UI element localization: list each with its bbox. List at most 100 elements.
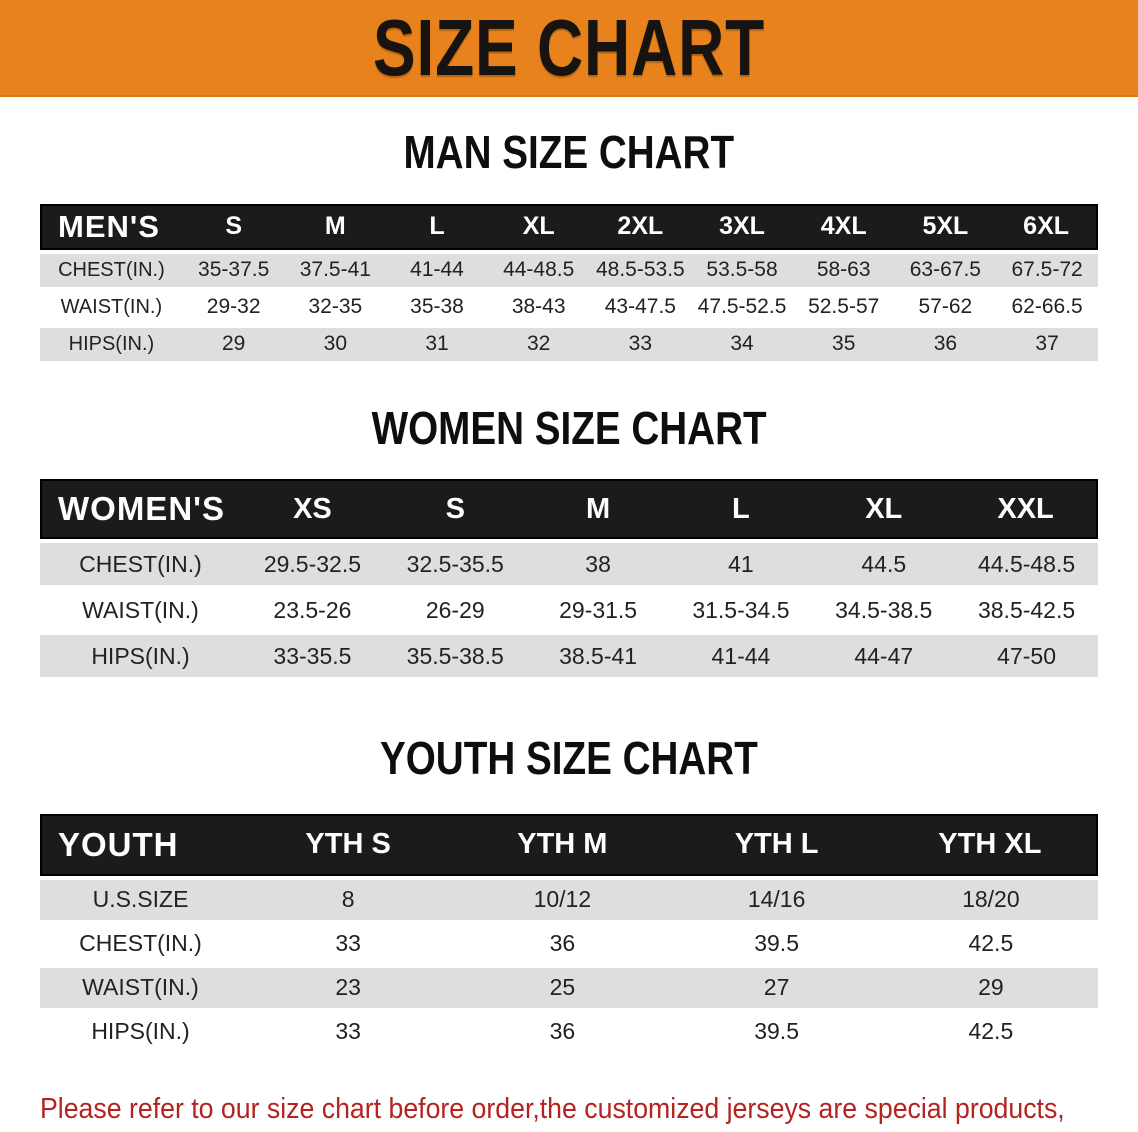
- table-row: WAIST(IN.) 23.5-26 26-29 29-31.5 31.5-34.5 34…: [40, 589, 1098, 632]
- size-value: 34: [691, 327, 793, 361]
- size-column-header: S: [383, 479, 527, 540]
- size-value: 32: [487, 327, 590, 361]
- men-size-table: MEN'S S M L XL 2XL 3XL 4XL 5XL 6XL CHEST(IN.) 35-37…: [40, 200, 1098, 365]
- measurement-label: WAIST(IN.): [40, 967, 242, 1008]
- size-value: 29.5-32.5: [241, 543, 384, 586]
- youth-section-heading-text: YOUTH SIZE CHART: [380, 732, 758, 785]
- size-value: 33: [241, 923, 456, 964]
- measurement-label: U.S.SIZE: [40, 879, 242, 920]
- size-column-header: M: [526, 479, 670, 540]
- size-value: 23.5-26: [241, 589, 384, 632]
- size-value: 14/16: [669, 879, 884, 920]
- banner: SIZE CHART: [0, 0, 1138, 97]
- size-column-header: S: [182, 203, 285, 250]
- table-header-row: WOMEN'S XS S M L XL XXL: [40, 479, 1098, 540]
- size-value: 38.5-41: [526, 635, 670, 678]
- women-section-heading-text: WOMEN SIZE CHART: [371, 401, 767, 454]
- measurement-label: CHEST(IN.): [40, 923, 242, 964]
- size-value: 38-43: [487, 290, 590, 324]
- size-value: 38: [526, 543, 670, 586]
- table-row: CHEST(IN.) 29.5-32.5 32.5-35.5 38 41 44.5 44.5…: [40, 543, 1098, 586]
- size-value: 23: [241, 967, 456, 1008]
- measurement-label: WAIST(IN.): [40, 290, 183, 324]
- table-row: HIPS(IN.) 33 36 39.5 42.5: [40, 1011, 1098, 1052]
- men-section-heading: MAN SIZE CHART: [0, 127, 1138, 178]
- table-row: WAIST(IN.) 23 25 27 29: [40, 967, 1098, 1008]
- size-value: 39.5: [669, 1011, 884, 1052]
- disclaimer: Please refer to our size chart before or…: [40, 1086, 1138, 1132]
- size-value: 41: [669, 543, 813, 586]
- size-value: 37: [996, 327, 1098, 361]
- men-section-heading-text: MAN SIZE CHART: [403, 126, 735, 178]
- measurement-label: HIPS(IN.): [40, 635, 242, 678]
- size-column-header: M: [284, 203, 387, 250]
- size-value: 29-32: [182, 290, 285, 324]
- size-value: 52.5-57: [792, 290, 895, 324]
- size-value: 33-35.5: [241, 635, 384, 678]
- measurement-label: HIPS(IN.): [40, 327, 183, 361]
- size-value: 10/12: [455, 879, 670, 920]
- size-value: 31: [386, 327, 488, 361]
- size-column-header: YTH XL: [883, 813, 1098, 876]
- size-column-header: 5XL: [894, 203, 997, 250]
- size-column-header: YTH L: [669, 813, 884, 876]
- size-column-header: L: [386, 203, 488, 250]
- size-value: 35: [792, 327, 895, 361]
- table-title-cell: MEN'S: [40, 203, 183, 250]
- size-value: 26-29: [383, 589, 527, 632]
- size-value: 35-37.5: [182, 253, 285, 287]
- measurement-label: CHEST(IN.): [40, 253, 183, 287]
- size-value: 57-62: [894, 290, 997, 324]
- youth-table-wrap: YOUTH YTH S YTH M YTH L YTH XL U.S.SIZE 8 10/12…: [0, 810, 1138, 1056]
- table-row: HIPS(IN.) 33-35.5 35.5-38.5 38.5-41 41-44 44-…: [40, 635, 1098, 678]
- men-table-wrap: MEN'S S M L XL 2XL 3XL 4XL 5XL 6XL CHEST(IN.) 35-37…: [0, 200, 1138, 365]
- size-value: 35.5-38.5: [383, 635, 527, 678]
- size-value: 44.5-48.5: [955, 543, 1098, 586]
- size-value: 53.5-58: [691, 253, 793, 287]
- table-row: CHEST(IN.) 35-37.5 37.5-41 41-44 44-48.5 48.5…: [40, 253, 1098, 287]
- size-value: 44.5: [812, 543, 956, 586]
- table-row: HIPS(IN.) 29 30 31 32 33 34 35 36 37: [40, 327, 1098, 361]
- size-value: 27: [669, 967, 884, 1008]
- size-column-header: 2XL: [589, 203, 692, 250]
- size-column-header: 3XL: [691, 203, 793, 250]
- size-value: 62-66.5: [996, 290, 1098, 324]
- youth-section-heading: YOUTH SIZE CHART: [0, 733, 1138, 784]
- size-column-header: XXL: [955, 479, 1098, 540]
- size-value: 29: [182, 327, 285, 361]
- size-value: 39.5: [669, 923, 884, 964]
- size-value: 30: [284, 327, 387, 361]
- size-value: 18/20: [883, 879, 1098, 920]
- size-value: 35-38: [386, 290, 488, 324]
- size-value: 47-50: [955, 635, 1098, 678]
- size-value: 47.5-52.5: [691, 290, 793, 324]
- size-column-header: 4XL: [792, 203, 895, 250]
- size-column-header: YTH M: [455, 813, 670, 876]
- size-value: 33: [241, 1011, 456, 1052]
- size-value: 36: [894, 327, 997, 361]
- table-title-cell: YOUTH: [40, 813, 242, 876]
- size-value: 42.5: [883, 923, 1098, 964]
- measurement-label: WAIST(IN.): [40, 589, 242, 632]
- table-header-row: MEN'S S M L XL 2XL 3XL 4XL 5XL 6XL: [40, 203, 1098, 250]
- size-value: 63-67.5: [894, 253, 997, 287]
- size-value: 34.5-38.5: [812, 589, 956, 632]
- table-row: CHEST(IN.) 33 36 39.5 42.5: [40, 923, 1098, 964]
- size-value: 37.5-41: [284, 253, 387, 287]
- size-value: 32.5-35.5: [383, 543, 527, 586]
- table-header-row: YOUTH YTH S YTH M YTH L YTH XL: [40, 813, 1098, 876]
- women-section-heading: WOMEN SIZE CHART: [0, 401, 1138, 454]
- size-column-header: XL: [487, 203, 590, 250]
- size-column-header: XL: [812, 479, 956, 540]
- size-value: 29: [883, 967, 1098, 1008]
- size-value: 36: [455, 923, 670, 964]
- size-value: 41-44: [669, 635, 813, 678]
- size-value: 25: [455, 967, 670, 1008]
- size-value: 38.5-42.5: [955, 589, 1098, 632]
- table-row: WAIST(IN.) 29-32 32-35 35-38 38-43 43-47.5 47.…: [40, 290, 1098, 324]
- disclaimer-line-1: Please refer to our size chart before or…: [40, 1092, 1065, 1125]
- size-value: 44-47: [812, 635, 956, 678]
- table-title-cell: WOMEN'S: [40, 479, 242, 540]
- size-value: 41-44: [386, 253, 488, 287]
